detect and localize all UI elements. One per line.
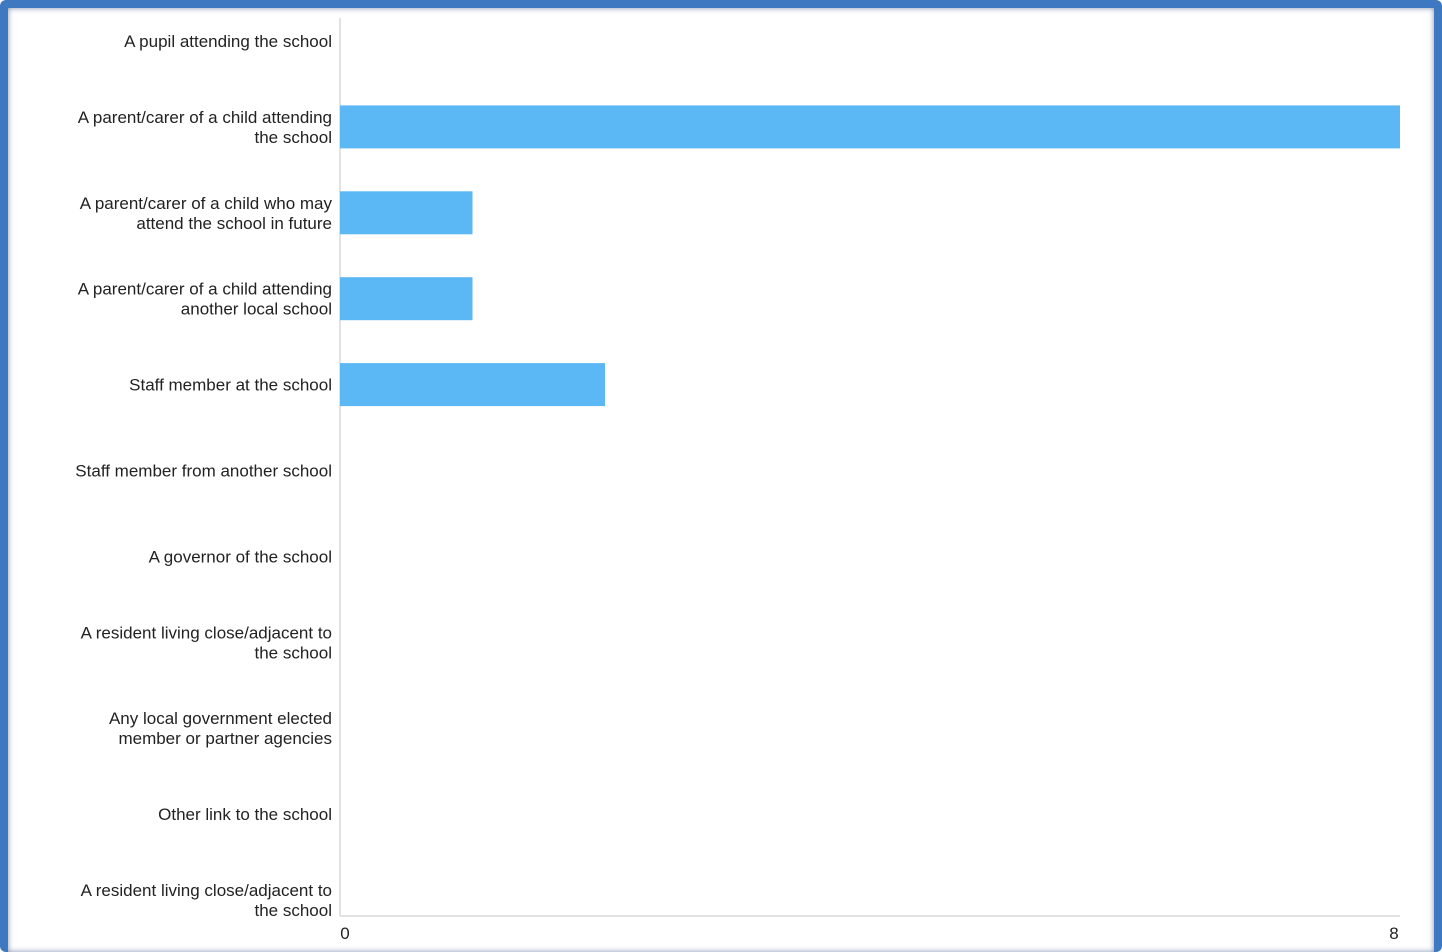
category-label: A governor of the school xyxy=(149,547,332,566)
category-label: A resident living close/adjacent to the s… xyxy=(81,881,332,920)
bar xyxy=(340,277,473,321)
bar xyxy=(340,363,605,407)
category-label: A pupil attending the school xyxy=(124,32,332,51)
x-tick-label: 0 xyxy=(340,924,349,943)
bar xyxy=(340,191,473,235)
x-tick-label: 8 xyxy=(1389,924,1398,943)
category-label: A resident living close/adjacent to the s… xyxy=(81,623,332,662)
category-label: A parent/carer of a child who may attend … xyxy=(80,194,333,233)
category-label: A parent/carer of a child attending anoth… xyxy=(78,280,332,319)
category-label: Staff member from another school xyxy=(75,462,332,481)
category-label: Other link to the school xyxy=(158,805,332,824)
bar xyxy=(340,105,1400,149)
chart-panel: A pupil attending the school A parent/car… xyxy=(8,8,1434,952)
category-label: Staff member at the school xyxy=(129,376,332,395)
category-label: A parent/carer of a child attending the s… xyxy=(78,108,332,147)
bar-chart: A pupil attending the school A parent/car… xyxy=(75,18,1400,943)
category-label: Any local government elected member or pa… xyxy=(109,709,332,748)
